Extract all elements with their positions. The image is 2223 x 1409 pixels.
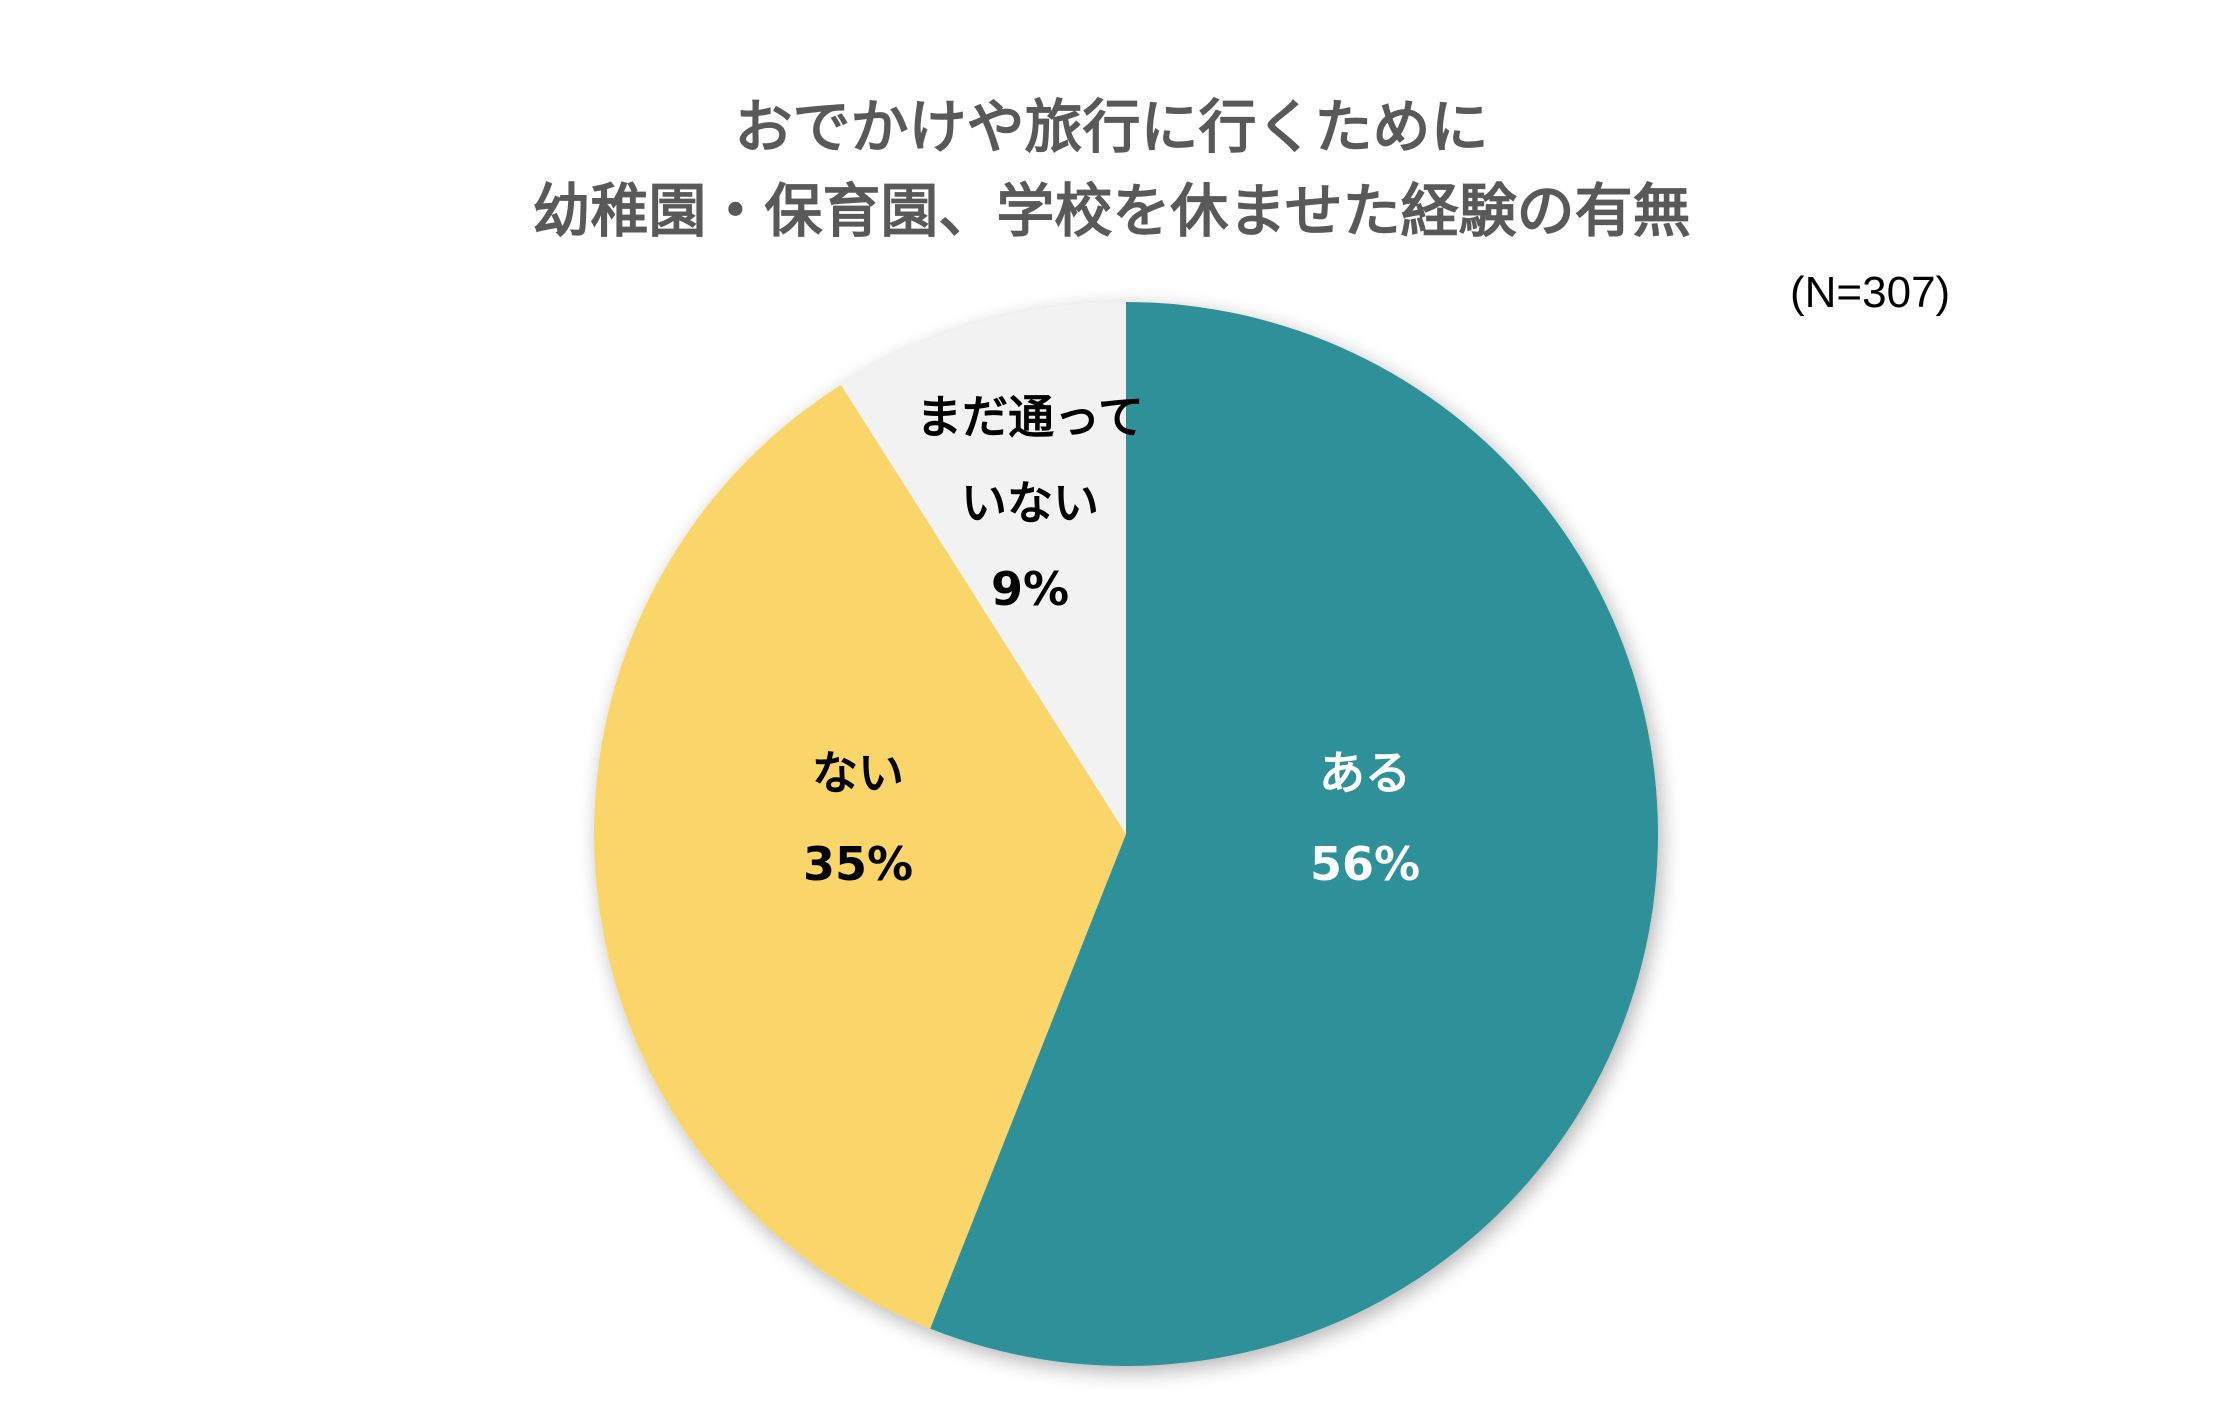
sample-size-label: (N=307) xyxy=(1790,268,1951,317)
slice-nai xyxy=(593,384,1126,1329)
chart-title-line1: おでかけや旅行に行くために xyxy=(734,93,1489,161)
slice-not-yet xyxy=(840,302,1126,834)
slice-nai-percent: 35% xyxy=(802,837,914,891)
slice-not-yet-name-2: いない xyxy=(961,476,1099,530)
slice-not-yet-percent: 9% xyxy=(990,562,1070,616)
slice-not-yet-name-1: まだ通って xyxy=(916,390,1144,444)
slice-label-aru: ある 56% xyxy=(1235,750,1495,887)
slice-aru xyxy=(930,302,1658,1366)
chart-title-line2: 幼稚園・保育園、学校を休ませた経験の有無 xyxy=(532,177,1691,245)
slice-aru-percent: 56% xyxy=(1309,837,1421,891)
slice-label-not-yet: まだ通って いない 9% xyxy=(900,394,1160,612)
slice-label-nai: ない 35% xyxy=(728,750,988,887)
slice-aru-name: ある xyxy=(1319,746,1411,800)
slice-nai-name: ない xyxy=(812,746,904,800)
